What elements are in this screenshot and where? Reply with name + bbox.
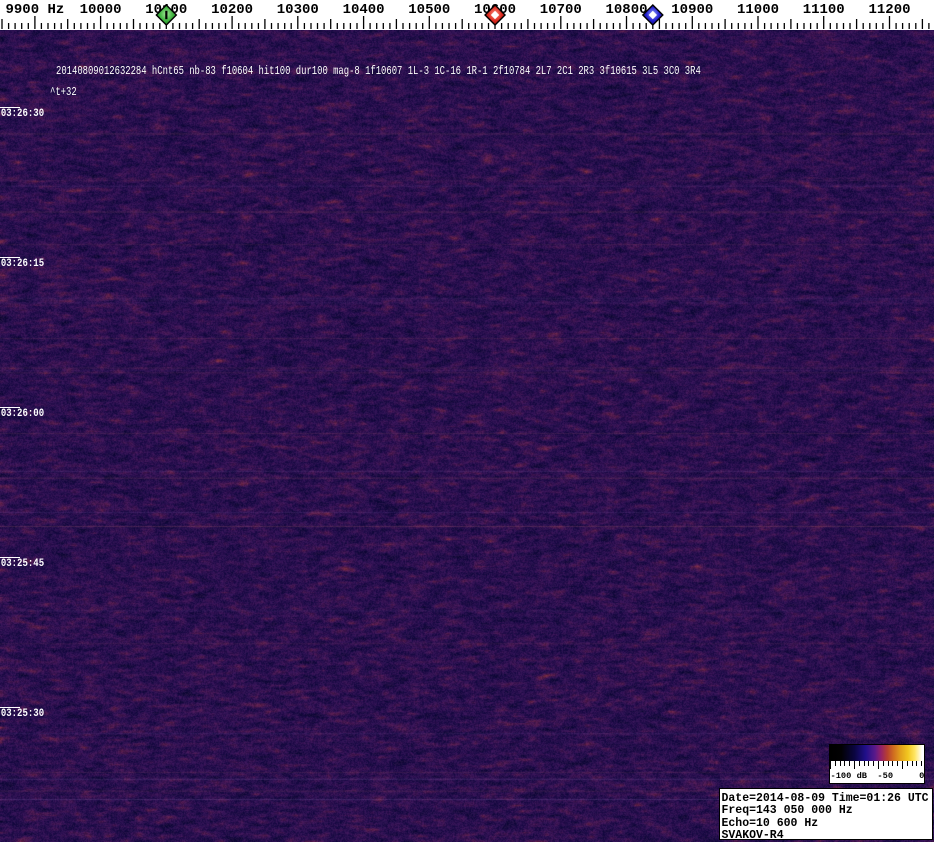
svg-text:10000: 10000: [80, 2, 122, 18]
svg-text:10800: 10800: [605, 2, 647, 18]
svg-text:9900 Hz: 9900 Hz: [5, 2, 64, 18]
svg-text:11100: 11100: [803, 2, 845, 18]
svg-text:10500: 10500: [408, 2, 450, 18]
svg-text:10900: 10900: [671, 2, 713, 18]
svg-text:10200: 10200: [211, 2, 253, 18]
svg-text:10400: 10400: [343, 2, 385, 18]
svg-text:11200: 11200: [868, 2, 910, 18]
svg-text:10300: 10300: [277, 2, 319, 18]
svg-text:11000: 11000: [737, 2, 779, 18]
svg-text:10700: 10700: [540, 2, 582, 18]
